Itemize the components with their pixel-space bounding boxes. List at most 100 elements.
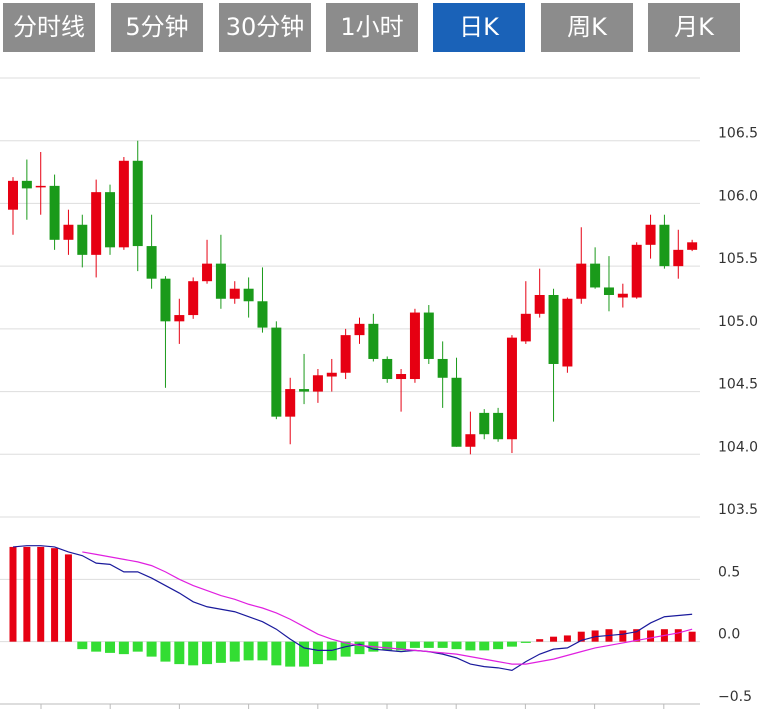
macd-bar [118,641,129,655]
macd-bar [37,546,45,642]
macd-bar [536,639,544,642]
macd-line [82,551,693,665]
candle-body [271,327,282,417]
candle-body [257,301,268,328]
macd-bar [132,641,143,652]
y-tick-label: 105.5 [718,251,758,267]
macd-bar [396,641,407,651]
candle-body [229,288,240,299]
macd-bar [285,641,296,667]
candle-body [202,263,213,282]
macd-bar [23,546,31,642]
candle-body [35,185,46,188]
candle-body [451,377,462,447]
period-tab[interactable]: 月K [648,3,740,52]
macd-bar [382,641,393,651]
macd-bar [51,548,59,642]
candle-body [603,287,614,295]
candle-body [299,389,310,392]
candle-body [479,412,490,435]
macd-bar [9,546,17,642]
macd-bar [215,641,226,663]
candle-body [326,372,337,377]
macd-bar [647,630,655,642]
macd-bar [423,641,434,648]
macd-bar [451,641,462,650]
macd-bar [64,554,72,642]
candle-body [91,192,102,255]
macd-bar [312,641,323,665]
candle-body [687,242,698,250]
candle-body [617,293,628,298]
period-tab[interactable]: 5分钟 [111,3,203,52]
macd-bar [202,641,213,665]
candle-body [105,192,116,248]
macd-bar [354,641,365,655]
candle-body [63,224,74,240]
tab-bar: 分时线 5分钟 30分钟 1小时 日K 周K 月K [0,0,760,56]
macd-bar [674,629,682,642]
period-tab[interactable]: 1小时 [326,3,418,52]
period-tab[interactable]: 周K [541,3,633,52]
candle-body [576,263,587,299]
candle-body [243,288,254,302]
macd-bar [563,635,571,642]
y-tick-label: 104.0 [718,439,758,455]
y-tick-label: 105.0 [718,314,758,330]
macd-bar [299,641,310,667]
candle-body [188,281,199,316]
candle-body [423,312,434,359]
candle-body [520,313,531,342]
macd-bar [91,641,102,652]
candle-body [590,263,601,288]
macd-bar [340,641,351,657]
y-tick-label: 106.5 [718,126,758,142]
candle-body [396,374,407,380]
y-tick-label: 0.0 [718,627,740,643]
macd-bar [493,641,504,650]
candle-body [382,358,393,380]
macd-bar [326,641,337,661]
candle-body [8,180,18,210]
macd-bar [188,641,199,666]
macd-line [12,545,693,671]
candle-body [285,389,296,417]
candle-body [409,312,420,380]
period-tab[interactable]: 日K [433,3,525,52]
macd-bar [257,641,268,661]
candle-body [506,337,517,440]
macd-bar [619,630,627,642]
candle-body [21,180,32,189]
macd-bar [174,641,185,665]
macd-bar [688,631,696,642]
candle-body [437,358,448,378]
candle-body [215,263,226,299]
macd-bar [160,641,171,662]
candle-body [146,246,157,279]
y-tick-label: 103.5 [718,502,758,518]
macd-bar [77,641,88,650]
period-tab[interactable]: 30分钟 [219,3,311,52]
candle-body [174,315,185,322]
candle-body [631,244,642,298]
candle-body [118,160,129,248]
candle-body [562,298,573,367]
macd-bar [465,641,476,651]
candle-body [548,294,559,364]
macd-bar [479,641,490,651]
macd-bar [506,641,517,647]
macd-bar [146,641,157,657]
candle-body [493,412,504,440]
macd-bar [591,630,599,642]
macd-bar [633,629,641,642]
macd-bar [271,641,282,666]
candle-body [465,434,476,447]
candle-body [368,323,379,359]
candle-body [132,160,143,247]
macd-bar [577,631,585,642]
candle-body [534,294,545,314]
period-tab[interactable]: 分时线 [3,3,95,52]
candle-body [49,185,60,240]
